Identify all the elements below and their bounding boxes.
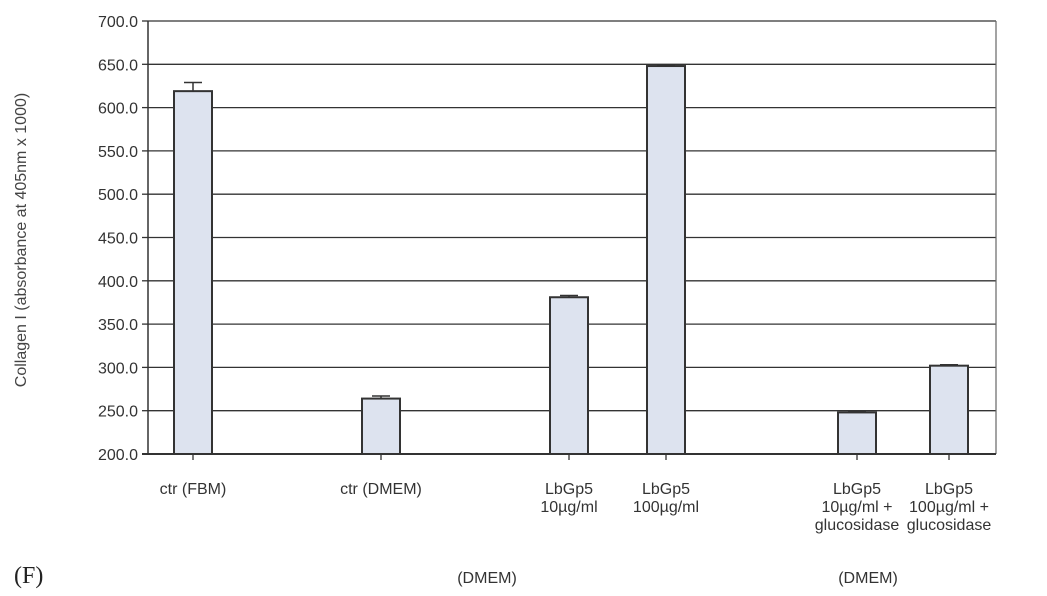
bar	[837, 411, 877, 456]
category-label: ctr (DMEM)	[340, 481, 422, 498]
category-label: LbGp5 10µg/ml + glucosidase	[815, 481, 900, 534]
category-label-line: glucosidase	[815, 517, 900, 534]
category-label-line: 100µg/ml	[633, 499, 699, 516]
y-tick-label: 450.0	[98, 231, 138, 248]
y-tick-label: 550.0	[98, 144, 138, 161]
category-label-line: LbGp5	[833, 481, 881, 498]
category-label-line: 100µg/ml +	[909, 499, 989, 516]
category-label-line: LbGp5	[642, 481, 690, 498]
category-label-line: glucosidase	[907, 517, 992, 534]
y-tick-label: 200.0	[98, 447, 138, 464]
y-tick-label: 700.0	[98, 14, 138, 31]
category-label-line: LbGp5	[925, 481, 973, 498]
category-label: LbGp5 100µg/ml + glucosidase	[907, 481, 992, 534]
bar	[929, 364, 969, 455]
panel-label: (F)	[14, 563, 44, 589]
y-tick-label: 650.0	[98, 57, 138, 74]
y-tick-label: 350.0	[98, 317, 138, 334]
category-label: ctr (FBM)	[160, 481, 227, 498]
category-label-line: ctr (DMEM)	[340, 481, 422, 498]
bar	[646, 65, 686, 455]
y-tick-label: 400.0	[98, 274, 138, 291]
bar	[549, 296, 589, 455]
group-label-dmem-1: (DMEM)	[457, 570, 517, 587]
category-label: LbGp5 100µg/ml	[633, 481, 699, 516]
bar	[173, 90, 213, 456]
group-label-dmem-2: (DMEM)	[838, 570, 898, 587]
category-label: LbGp5 10µg/ml	[540, 481, 597, 516]
category-label-line: 10µg/ml	[540, 499, 597, 516]
y-tick-label: 600.0	[98, 101, 138, 118]
y-tick-label: 300.0	[98, 360, 138, 377]
bar	[361, 397, 401, 455]
y-tick-label: 250.0	[98, 404, 138, 421]
y-tick-label: 500.0	[98, 187, 138, 204]
category-label-line: ctr (FBM)	[160, 481, 227, 498]
category-label-line: 10µg/ml +	[821, 499, 892, 516]
category-label-line: LbGp5	[545, 481, 593, 498]
y-axis-label: Collagen I (absorbance at 405nm x 1000)	[13, 92, 30, 388]
